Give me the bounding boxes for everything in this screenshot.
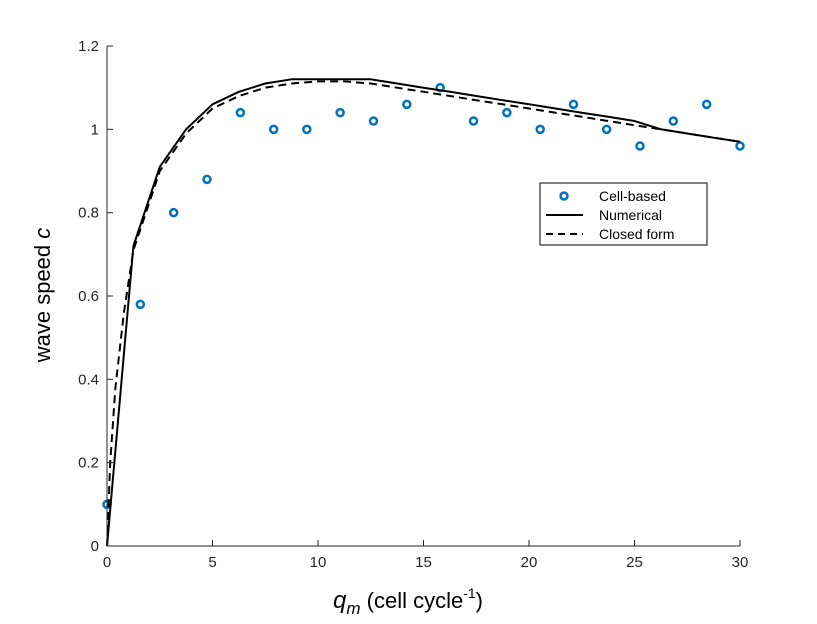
series-line-numerical (106, 78, 741, 547)
data-point-cell-based (268, 124, 279, 135)
y-tick-label: 0 (91, 538, 99, 555)
legend-label-cell-based: Cell-based (599, 188, 666, 204)
data-point-cell-based (668, 116, 679, 126)
data-point-cell-based (735, 141, 745, 151)
x-tick-label: 15 (415, 554, 432, 571)
data-point-cell-based (402, 99, 412, 110)
data-point-cell-based (168, 207, 179, 218)
y-tick-label: 0.4 (78, 371, 99, 388)
data-point-cell-based (302, 124, 312, 135)
data-point-cell-based (335, 107, 345, 118)
legend-label-closed-form: Closed form (599, 226, 674, 242)
x-tick-label: 25 (626, 554, 643, 571)
data-point-cell-based (535, 124, 545, 135)
y-tick-label: 0.6 (78, 288, 99, 305)
data-point-cell-based (202, 174, 212, 185)
series-cell-based (102, 82, 745, 510)
x-axis-label-superscript: -1 (463, 585, 476, 601)
series-line-closed-form (106, 80, 741, 547)
x-axis-label-close: ) (476, 588, 483, 613)
x-tick-label: 10 (310, 554, 327, 571)
y-axis-label: wave speed c (30, 228, 55, 364)
data-point-cell-based (135, 299, 146, 310)
data-point-cell-based (601, 124, 612, 135)
data-point-cell-based (701, 99, 712, 110)
y-tick-label: 0.2 (78, 455, 99, 472)
x-tick-label: 20 (521, 554, 538, 571)
x-axis-label-subscript: m (346, 599, 360, 618)
x-axis-label: qm (cell cycle-1) (333, 585, 483, 618)
legend: Cell-based Numerical Closed form (539, 182, 708, 246)
data-point-cell-based (235, 107, 246, 118)
data-point-cell-based (502, 107, 512, 118)
y-tick-label: 1 (91, 121, 99, 138)
y-axis-label-text: wave speed (30, 239, 55, 364)
legend-marker-cell-based (559, 191, 569, 201)
ticks: 0 5 10 15 20 25 30 0 0.2 0.4 0.6 0.8 1 1.2 (78, 38, 748, 571)
data-point-cell-based (568, 99, 579, 110)
data-point-cell-based (468, 116, 479, 126)
y-axis-label-variable: c (30, 228, 55, 239)
y-tick-label: 0.8 (78, 205, 99, 222)
data-point-cell-based (368, 116, 379, 126)
y-tick-label: 1.2 (78, 38, 99, 55)
data-point-cell-based (635, 141, 645, 151)
x-axis-label-variable: q (333, 587, 347, 614)
legend-label-numerical: Numerical (599, 207, 662, 223)
x-axis-label-unit: (cell cycle (361, 588, 464, 613)
x-tick-label: 30 (732, 554, 749, 571)
series-layer (102, 78, 745, 547)
x-tick-label: 0 (103, 554, 111, 571)
x-tick-label: 5 (208, 554, 216, 571)
